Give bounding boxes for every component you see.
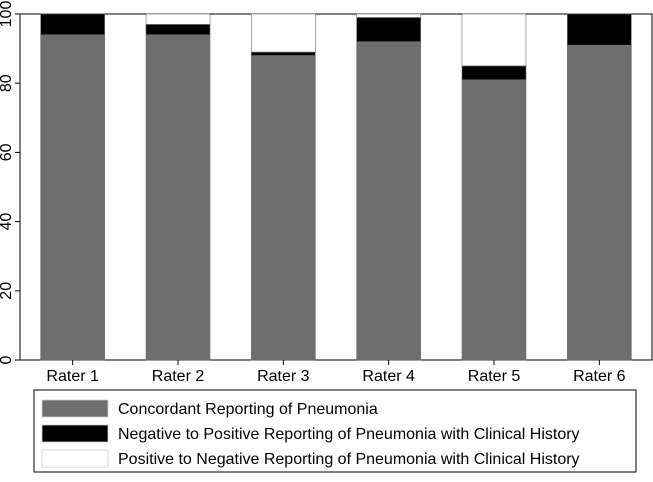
category-label: Rater 2 <box>152 368 205 385</box>
legend-frame <box>33 389 637 473</box>
bar-segment <box>145 34 211 361</box>
legend-label: Positive to Negative Reporting of Pneumo… <box>118 451 580 468</box>
bar-segment <box>461 65 527 81</box>
category-label: Rater 6 <box>573 368 626 385</box>
y-tick-label: 80 <box>0 74 15 92</box>
bar-segment <box>567 13 632 46</box>
bar-segment <box>251 55 316 361</box>
y-tick-label: 20 <box>0 282 15 300</box>
legend-swatch <box>41 449 109 468</box>
y-tick-label: 0 <box>0 355 15 364</box>
y-tick-label: 40 <box>0 213 15 231</box>
legend-swatch <box>41 424 109 443</box>
legend-label: Negative to Positive Reporting of Pneumo… <box>118 426 580 443</box>
category-label: Rater 4 <box>362 368 415 385</box>
category-label: Rater 5 <box>468 368 521 385</box>
bar-segment <box>356 17 421 42</box>
bar-segment <box>251 51 316 56</box>
bar-segment <box>251 13 316 53</box>
bar-segment <box>145 24 211 36</box>
bar-segment <box>40 13 105 36</box>
plot-frame <box>19 13 653 361</box>
y-tick-label: 100 <box>0 1 15 28</box>
bar-segment <box>145 13 211 25</box>
y-tick-label: 60 <box>0 143 15 161</box>
legend: Concordant Reporting of Pneumonia Negativ… <box>33 389 637 473</box>
legend-label: Concordant Reporting of Pneumonia <box>118 401 378 418</box>
bar-segment <box>356 41 421 361</box>
bar-segment <box>356 13 421 18</box>
category-label: Rater 3 <box>257 368 310 385</box>
legend-swatch <box>41 399 109 418</box>
plot-area: 0 20 40 60 80 100 Rater 1 Rater 2 Rater 3 Rater 4… <box>0 1 653 385</box>
bar-segment <box>461 13 527 67</box>
category-label: Rater 1 <box>46 368 99 385</box>
bar-segment <box>567 44 632 361</box>
bar-segment <box>40 34 105 361</box>
bar-segment <box>461 79 527 361</box>
